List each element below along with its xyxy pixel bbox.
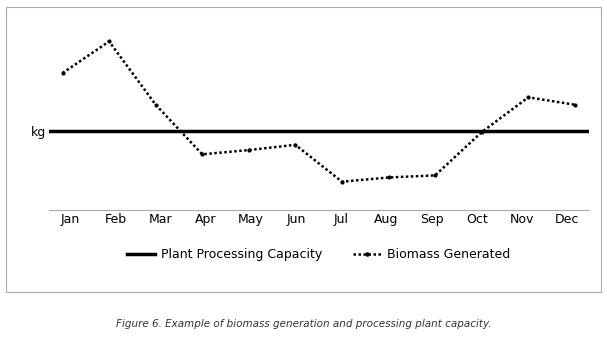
- Text: Figure 6. Example of biomass generation and processing plant capacity.: Figure 6. Example of biomass generation …: [116, 319, 491, 329]
- Text: Jun: Jun: [287, 214, 306, 226]
- Text: Mar: Mar: [149, 214, 172, 226]
- Text: Oct: Oct: [466, 214, 487, 226]
- Text: Aug: Aug: [375, 214, 399, 226]
- Legend: Plant Processing Capacity, Biomass Generated: Plant Processing Capacity, Biomass Gener…: [122, 243, 515, 266]
- Text: Sep: Sep: [420, 214, 444, 226]
- Text: Jul: Jul: [334, 214, 349, 226]
- Text: Nov: Nov: [510, 214, 534, 226]
- Text: Feb: Feb: [104, 214, 126, 226]
- Text: Jan: Jan: [61, 214, 80, 226]
- Text: May: May: [238, 214, 264, 226]
- Text: Dec: Dec: [555, 214, 579, 226]
- Text: Apr: Apr: [195, 214, 217, 226]
